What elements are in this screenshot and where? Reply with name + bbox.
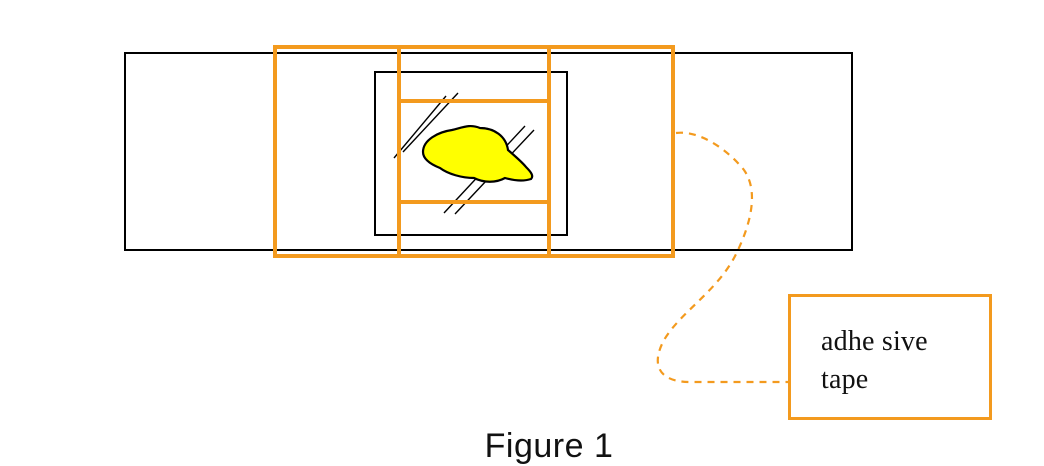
figure-caption: Figure 1 [484,427,614,465]
adhesive-tape [273,45,675,258]
specimen-blob [421,124,534,183]
slide-diagram [124,45,853,384]
microscope-slide [124,52,853,251]
adhesive-tape-callout: adhe sive tape [788,294,992,420]
callout-label: adhe sive tape [821,323,991,399]
callout-line-2: tape [821,364,869,395]
cover-glass [374,71,568,236]
callout-line-1: adhe sive [821,326,928,357]
tape-outer-frame [273,45,675,258]
callout-leader-line [656,131,788,384]
figure-canvas: adhe sive tape Figure 1 [124,45,992,465]
